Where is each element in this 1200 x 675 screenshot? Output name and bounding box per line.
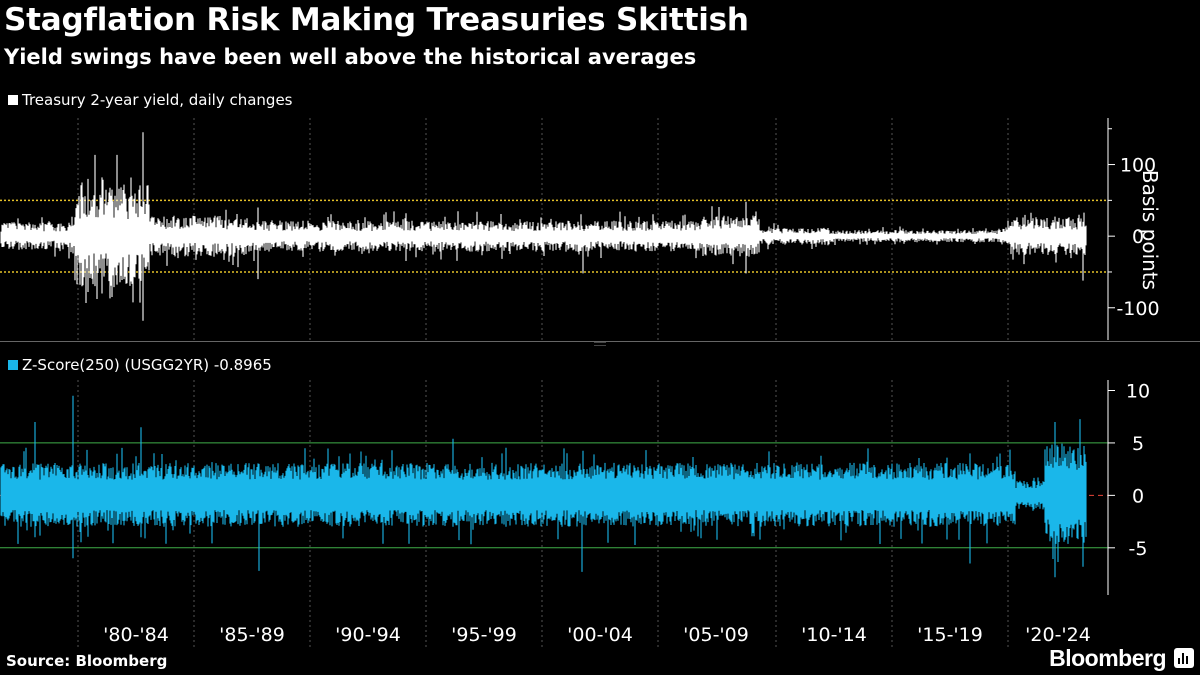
legend-yield-changes: Treasury 2-year yield, daily changes — [8, 91, 292, 109]
x-tick-label-8: '20-'24 — [1025, 624, 1091, 646]
x-tick-label-7: '15-'19 — [917, 624, 983, 646]
bars-yield-changes — [0, 132, 1087, 321]
y-tick-top-2: -100 — [1116, 298, 1159, 320]
legend-label-yield-changes: Treasury 2-year yield, daily changes — [22, 91, 293, 109]
chart-subtitle: Yield swings have been well above the hi… — [4, 45, 697, 69]
panel-resize-handle[interactable] — [594, 342, 606, 346]
grid-layer — [77, 118, 1009, 648]
y-tick-top-1: 0 — [1132, 226, 1144, 248]
bloomberg-chart-icon — [1174, 648, 1194, 668]
x-tick-label-2: '90-'94 — [335, 624, 401, 646]
legend-swatch-white — [8, 95, 18, 105]
x-tick-label-1: '85-'89 — [219, 624, 285, 646]
panel-divider — [0, 341, 1200, 342]
x-tick-label-0: '80-'84 — [103, 624, 169, 646]
x-tick-label-5: '05-'09 — [683, 624, 749, 646]
y-axis-title-basis-points: Basis points — [1138, 169, 1162, 291]
bars-z-score — [0, 395, 1087, 578]
x-tick-label-6: '10-'14 — [801, 624, 867, 646]
chart-title: Stagflation Risk Making Treasuries Skitt… — [4, 2, 749, 38]
legend-swatch-blue — [8, 360, 18, 370]
y-tick-bottom-1: 5 — [1132, 433, 1144, 455]
y-tick-bottom-3: -5 — [1129, 538, 1148, 560]
x-tick-label-3: '95-'99 — [451, 624, 517, 646]
series-z-score — [0, 395, 1087, 578]
legend-z-score: Z-Score(250) (USGG2YR) -0.8965 — [8, 356, 272, 374]
axis-layer: 100 0 -100 10 5 0 -5 '80-'84 '85-'89 '90-'94 '95-'… — [103, 118, 1160, 646]
series-yield-changes — [0, 132, 1087, 321]
y-tick-bottom-2: 0 — [1132, 485, 1144, 507]
y-tick-bottom-0: 10 — [1126, 380, 1150, 402]
brand-logo: Bloomberg — [1049, 645, 1166, 671]
x-tick-label-4: '00-'04 — [567, 624, 633, 646]
y-tick-top-0: 100 — [1120, 155, 1156, 177]
source-note: Source: Bloomberg — [6, 652, 168, 670]
legend-label-z-score: Z-Score(250) (USGG2YR) -0.8965 — [22, 356, 272, 374]
